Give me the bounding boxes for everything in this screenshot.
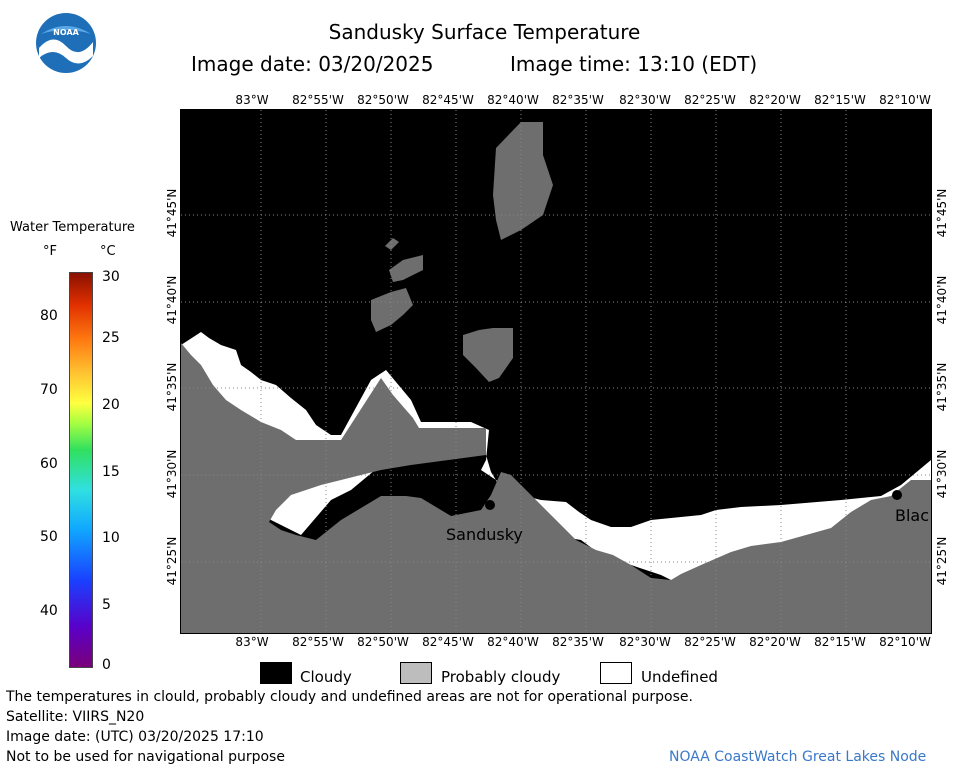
latitude-label: 41°25'N <box>165 536 179 586</box>
longitude-label: 82°45'W <box>422 93 474 107</box>
celsius-tick: 20 <box>102 397 120 413</box>
island-small-2 <box>389 255 423 282</box>
latitude-label: 41°40'N <box>935 275 949 325</box>
sandusky-marker <box>485 500 495 510</box>
latitude-label: 41°40'N <box>165 275 179 325</box>
legend-undefined-swatch <box>600 662 632 684</box>
latitude-label: 41°45'N <box>165 188 179 238</box>
image-date: Image date: 03/20/2025 <box>191 52 434 76</box>
celsius-tick: 10 <box>102 530 120 546</box>
longitude-label: 82°45'W <box>422 635 474 649</box>
longitude-label: 82°25'W <box>684 93 736 107</box>
celsius-tick: 30 <box>102 269 120 285</box>
longitude-label: 82°20'W <box>749 93 801 107</box>
map-svg <box>181 110 931 633</box>
footer-satellite: Satellite: VIIRS_N20 <box>6 709 145 725</box>
island-small-1 <box>371 288 413 332</box>
latitude-label: 41°45'N <box>935 188 949 238</box>
page-title: Sandusky Surface Temperature <box>328 20 641 44</box>
noaa-logo-text: NOAA <box>53 28 79 37</box>
longitude-label: 82°50'W <box>357 93 409 107</box>
fahrenheit-tick: 70 <box>40 382 58 398</box>
scale-unit-f: °F <box>43 244 57 259</box>
footer-navigation-warning: Not to be used for navigational purpose <box>6 749 285 765</box>
celsius-tick: 0 <box>102 657 111 673</box>
longitude-label: 83°W <box>235 93 269 107</box>
scale-title: Water Temperature <box>10 220 135 235</box>
longitude-label: 82°10'W <box>879 635 931 649</box>
fahrenheit-tick: 80 <box>40 308 58 324</box>
temperature-color-bar <box>69 272 93 668</box>
longitude-label: 82°40'W <box>487 93 539 107</box>
legend-cloudy-swatch <box>260 662 292 684</box>
island-north <box>493 122 553 240</box>
map-grid <box>181 110 931 633</box>
footer-image-date: Image date: (UTC) 03/20/2025 17:10 <box>6 729 264 745</box>
latitude-label: 41°30'N <box>165 449 179 499</box>
legend-probably-cloudy-label: Probably cloudy <box>441 668 561 686</box>
fahrenheit-tick: 60 <box>40 456 58 472</box>
longitude-label: 83°W <box>235 635 269 649</box>
longitude-label: 82°20'W <box>749 635 801 649</box>
celsius-tick: 25 <box>102 330 120 346</box>
celsius-tick: 5 <box>102 597 111 613</box>
noaa-logo: NOAA <box>35 12 97 74</box>
place-label-blac: Blac <box>895 506 930 525</box>
legend-undefined-label: Undefined <box>641 668 718 686</box>
longitude-label: 82°15'W <box>814 635 866 649</box>
longitude-label: 82°30'W <box>619 93 671 107</box>
latitude-label: 41°35'N <box>165 362 179 412</box>
footer-disclaimer: The temperatures in clould, probably clo… <box>6 689 693 705</box>
latitude-label: 41°30'N <box>935 449 949 499</box>
longitude-label: 82°55'W <box>292 93 344 107</box>
legend-cloudy-label: Cloudy <box>300 668 352 686</box>
celsius-tick: 15 <box>102 464 120 480</box>
legend-probably-cloudy-swatch <box>400 662 432 684</box>
footer-credit: NOAA CoastWatch Great Lakes Node <box>669 749 927 765</box>
latitude-label: 41°25'N <box>935 536 949 586</box>
blac-marker <box>892 490 902 500</box>
longitude-label: 82°40'W <box>487 635 539 649</box>
island-small-3 <box>385 238 399 250</box>
land-area <box>181 343 931 633</box>
fahrenheit-tick: 40 <box>40 603 58 619</box>
place-label-sandusky: Sandusky <box>446 525 523 544</box>
scale-unit-c: °C <box>100 244 116 259</box>
longitude-label: 82°25'W <box>684 635 736 649</box>
image-time: Image time: 13:10 (EDT) <box>510 52 758 76</box>
longitude-label: 82°50'W <box>357 635 409 649</box>
longitude-label: 82°30'W <box>619 635 671 649</box>
longitude-label: 82°15'W <box>814 93 866 107</box>
longitude-label: 82°35'W <box>552 93 604 107</box>
island-kelleys <box>463 328 513 382</box>
undefined-area <box>181 332 931 585</box>
map-panel <box>180 109 932 634</box>
latitude-label: 41°35'N <box>935 362 949 412</box>
longitude-label: 82°10'W <box>879 93 931 107</box>
longitude-label: 82°55'W <box>292 635 344 649</box>
fahrenheit-tick: 50 <box>40 529 58 545</box>
longitude-label: 82°35'W <box>552 635 604 649</box>
